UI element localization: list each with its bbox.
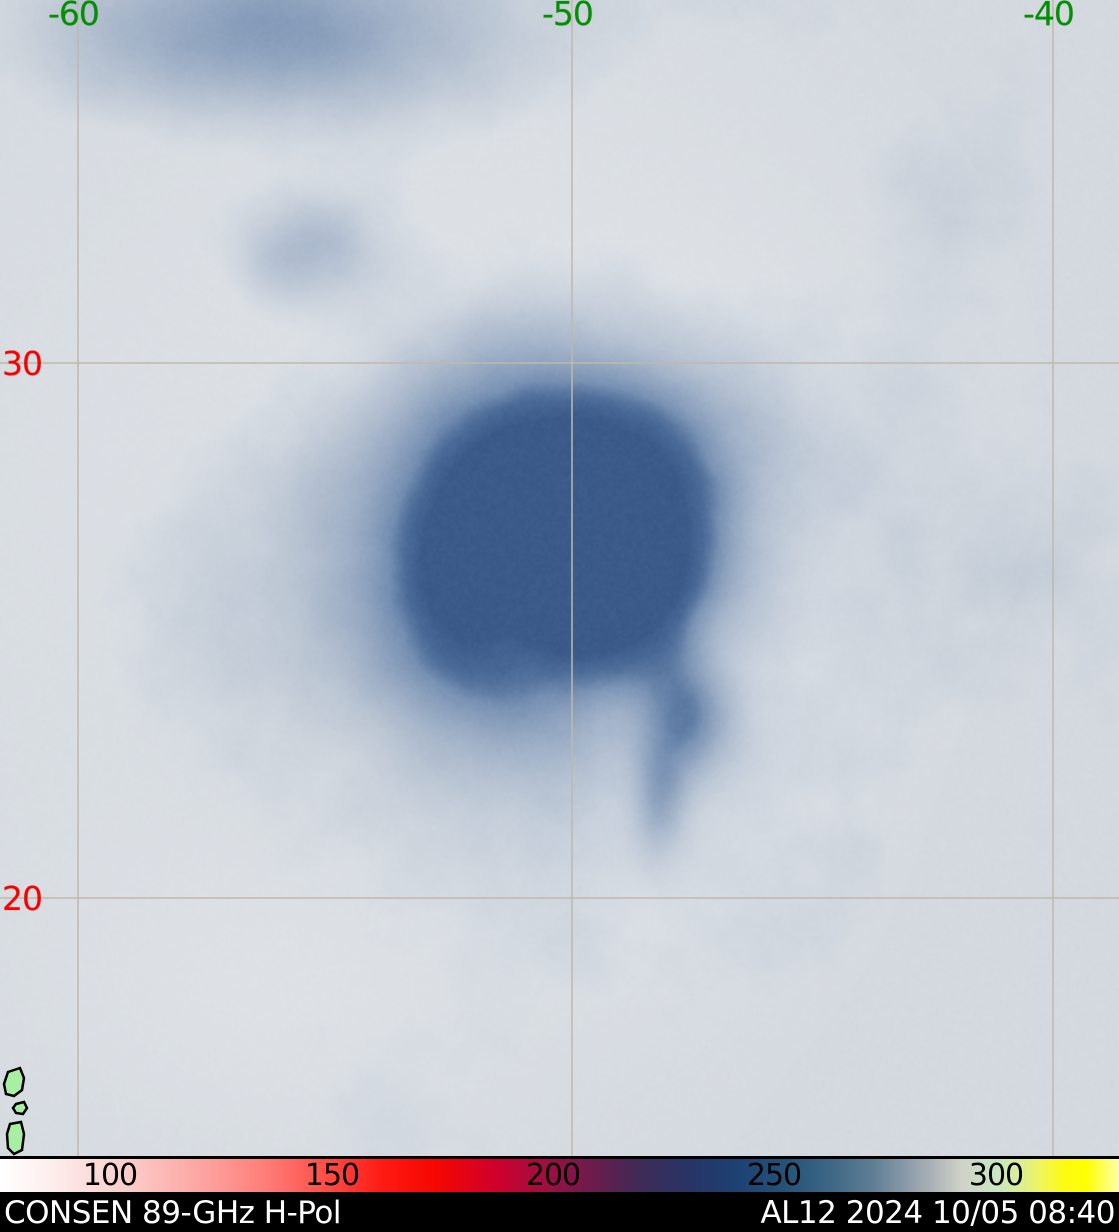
storm-id-timestamp: AL12 2024 10/05 08:40 [760, 1195, 1115, 1231]
brightness-temperature-colorbar [0, 1159, 1119, 1192]
longitude-label: -50 [542, 0, 594, 33]
latitude-label: 20 [2, 879, 43, 918]
colorbar-tick-label: 300 [968, 1158, 1024, 1193]
product-label: CONSEN 89-GHz H-Pol [4, 1195, 341, 1231]
colorbar-tick-label: 150 [304, 1158, 360, 1193]
satellite-image-panel: -60 -50 -40 30 20 [0, 0, 1119, 1156]
colorbar-container: 100 150 200 250 300 [0, 1157, 1119, 1194]
longitude-label: -40 [1023, 0, 1075, 33]
footer-bar: CONSEN 89-GHz H-Pol AL12 2024 10/05 08:4… [0, 1194, 1119, 1232]
colorbar-tick-label: 100 [82, 1158, 138, 1193]
colorbar-tick-label: 250 [746, 1158, 802, 1193]
microwave-brightness-temperature-image [0, 0, 1119, 1156]
longitude-label: -60 [48, 0, 100, 33]
colorbar-tick-label: 200 [525, 1158, 581, 1193]
latitude-label: 30 [2, 344, 43, 383]
